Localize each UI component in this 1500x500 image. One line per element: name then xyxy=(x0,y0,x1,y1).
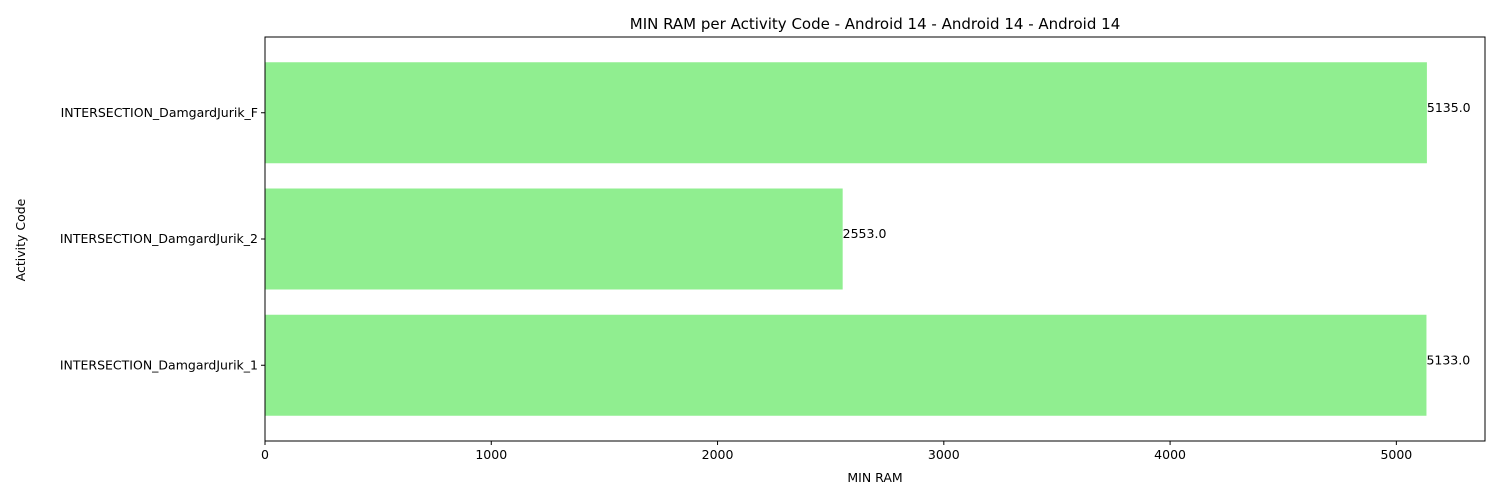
y-tick-label: INTERSECTION_DamgardJurik_2 xyxy=(60,231,258,246)
y-tick-label: INTERSECTION_DamgardJurik_1 xyxy=(60,357,258,372)
chart-title: MIN RAM per Activity Code - Android 14 -… xyxy=(630,15,1120,33)
bar-value-label: 2553.0 xyxy=(843,226,887,241)
x-tick-label: 4000 xyxy=(1154,447,1186,462)
x-axis-ticks: 0 1000 2000 3000 4000 5000 xyxy=(261,441,1412,462)
y-tick-label: INTERSECTION_DamgardJurik_F xyxy=(61,105,258,120)
x-axis-label: MIN RAM xyxy=(847,470,902,485)
x-tick-label: 3000 xyxy=(928,447,960,462)
bar xyxy=(265,62,1427,164)
x-tick-label: 0 xyxy=(261,447,269,462)
x-tick-label: 2000 xyxy=(702,447,734,462)
bar xyxy=(265,188,843,290)
y-axis-label: Activity Code xyxy=(13,198,28,281)
bar-value-label: 5135.0 xyxy=(1427,100,1471,115)
x-tick-label: 1000 xyxy=(475,447,507,462)
bar xyxy=(265,314,1427,416)
x-tick-label: 5000 xyxy=(1380,447,1412,462)
y-axis-ticks: INTERSECTION_DamgardJurik_F INTERSECTION_… xyxy=(60,105,265,372)
bars-layer: 5135.0 2553.0 5133.0 xyxy=(265,62,1471,416)
bar-value-label: 5133.0 xyxy=(1426,352,1470,367)
